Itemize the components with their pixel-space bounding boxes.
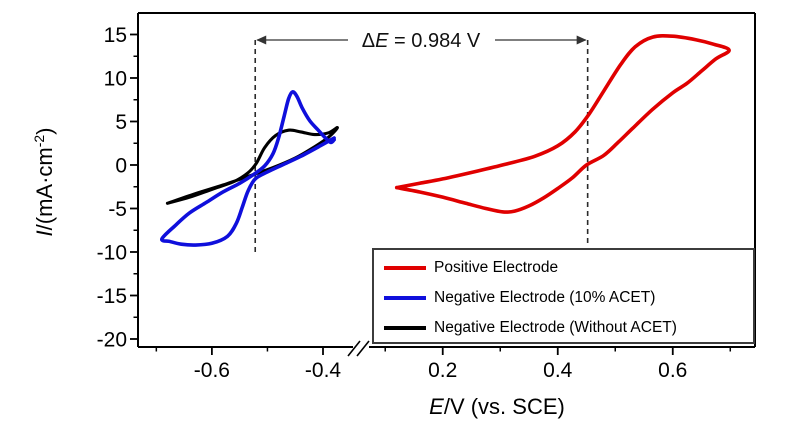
peak-potential-dashed-lines: [254, 40, 589, 252]
annotation-background: [348, 27, 495, 53]
y-tick-label: 10: [104, 67, 127, 90]
y-tick-label: 15: [104, 24, 127, 47]
axes: -0.6 -0.4 0.2 0.4 0.6 15 10 5 0 -5 -10 -15 -20: [97, 12, 756, 382]
legend-item-positive-electrode: Positive Electrode: [384, 253, 753, 283]
y-tick-label: -20: [97, 328, 127, 351]
y-tick-label: -5: [108, 198, 127, 221]
y-tick-label: 5: [115, 111, 127, 134]
curve-negative-electrode-10-acet-: [160, 90, 336, 247]
x-tick-label: 0.6: [658, 359, 687, 382]
legend-line-blue: [384, 296, 426, 300]
x-tick-label: 0.2: [428, 359, 457, 382]
y-tick-label: -10: [97, 241, 127, 264]
legend-line-black: [384, 326, 426, 330]
legend-line-red: [384, 266, 426, 270]
x-tick-label: 0.4: [543, 359, 573, 382]
y-axis-title: I/(mA·cm-2): [31, 128, 57, 237]
x-tick-label: -0.4: [305, 359, 342, 382]
axis-break-slash: [347, 340, 361, 357]
y-tick-label: 0: [115, 154, 127, 177]
x-axis-title: E/V (vs. SCE): [429, 394, 565, 419]
x-tick-label: -0.6: [194, 359, 230, 382]
delta-e-label: ΔE = 0.984 V: [362, 30, 481, 52]
axis-break-slash: [356, 340, 370, 357]
arrowhead-left: [256, 35, 267, 45]
cv-curves: [160, 34, 731, 247]
legend: Positive Electrode Negative Electrode (1…: [372, 248, 755, 344]
y-tick-label: -15: [97, 285, 127, 308]
curve-negative-electrode-without-acet-: [165, 125, 339, 205]
legend-item-negative-electrode-acet: Negative Electrode (10% ACET): [384, 283, 753, 313]
legend-item-negative-electrode-without-acet: Negative Electrode (Without ACET): [384, 313, 753, 343]
curve-positive-electrode: [394, 34, 731, 214]
arrowhead-right: [576, 35, 587, 45]
